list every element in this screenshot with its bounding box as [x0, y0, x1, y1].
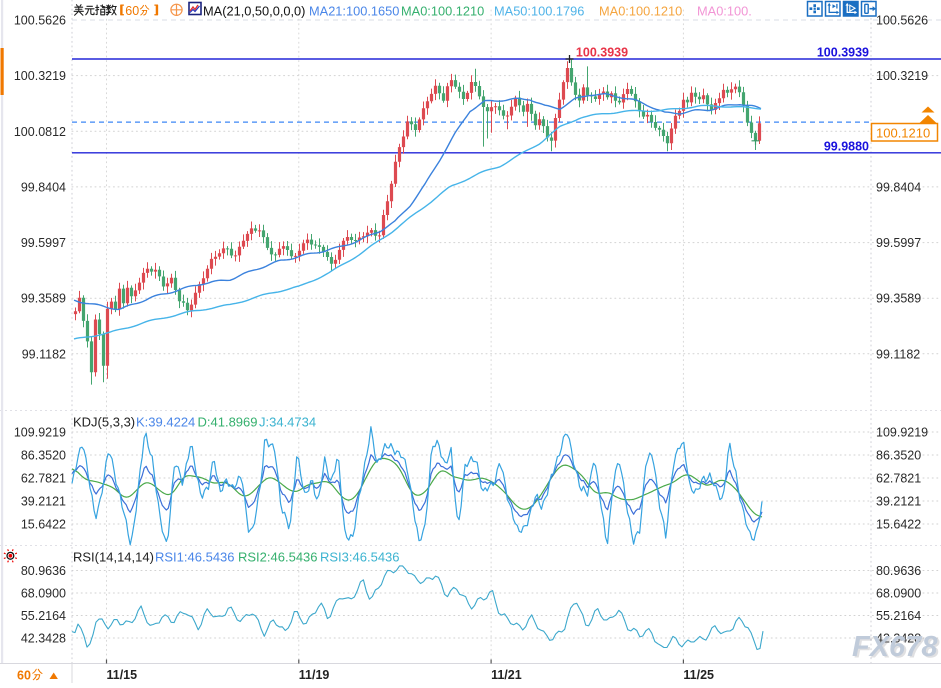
svg-text:MA0:100.1210: MA0:100.1210 — [599, 4, 682, 19]
svg-text:60: 60 — [17, 669, 31, 683]
svg-text:100.3219: 100.3219 — [876, 69, 928, 83]
svg-text:100.0812: 100.0812 — [14, 125, 66, 139]
svg-text:100.3939: 100.3939 — [817, 46, 869, 60]
svg-text:MA50:100.1796: MA50:100.1796 — [494, 4, 584, 19]
svg-text:99.5997: 99.5997 — [21, 236, 66, 250]
svg-text:99.8404: 99.8404 — [876, 180, 921, 194]
svg-text:MA21:100.1650: MA21:100.1650 — [309, 4, 399, 19]
svg-text:J:34.4734: J:34.4734 — [259, 415, 316, 430]
svg-text:100.1210: 100.1210 — [876, 126, 930, 141]
svg-text:MA0:100.1210: MA0:100.1210 — [401, 4, 484, 19]
svg-text:42.3428: 42.3428 — [21, 632, 66, 646]
svg-text:80.9636: 80.9636 — [21, 564, 66, 578]
svg-text:99.8404: 99.8404 — [21, 180, 66, 194]
svg-text:FX678: FX678 — [854, 633, 940, 665]
svg-text:99.3589: 99.3589 — [21, 292, 66, 306]
svg-text:11/21: 11/21 — [491, 668, 522, 682]
svg-text:11/19: 11/19 — [299, 668, 330, 682]
svg-text:100.3219: 100.3219 — [14, 69, 66, 83]
svg-text:15.6422: 15.6422 — [876, 518, 921, 532]
svg-text:62.7821: 62.7821 — [876, 472, 921, 486]
svg-text:15.6422: 15.6422 — [21, 518, 66, 532]
svg-text:11/25: 11/25 — [683, 668, 714, 682]
svg-text:109.9219: 109.9219 — [14, 426, 66, 440]
svg-text:100.5626: 100.5626 — [14, 14, 66, 28]
svg-text:39.2121: 39.2121 — [21, 495, 66, 509]
svg-text:FX678: FX678 — [852, 631, 938, 663]
svg-text:99.1182: 99.1182 — [876, 347, 920, 361]
svg-text:11/15: 11/15 — [107, 668, 138, 682]
svg-text:86.3520: 86.3520 — [876, 449, 921, 463]
svg-text:80.9636: 80.9636 — [876, 564, 921, 578]
svg-text:55.2164: 55.2164 — [876, 609, 921, 623]
svg-text:99.5997: 99.5997 — [876, 236, 921, 250]
svg-text:K:39.4224: K:39.4224 — [136, 415, 195, 430]
svg-text:42.3428: 42.3428 — [876, 632, 921, 646]
svg-text:99.9880: 99.9880 — [824, 140, 869, 154]
svg-text:99.1182: 99.1182 — [22, 347, 66, 361]
svg-text:68.0900: 68.0900 — [21, 587, 66, 601]
svg-text:109.9219: 109.9219 — [876, 426, 928, 440]
svg-text:68.0900: 68.0900 — [876, 587, 921, 601]
svg-text:86.3520: 86.3520 — [21, 449, 66, 463]
svg-text:RSI3:46.5436: RSI3:46.5436 — [320, 550, 400, 565]
svg-text:55.2164: 55.2164 — [21, 609, 66, 623]
svg-text:MA0:100.: MA0:100. — [697, 4, 752, 19]
svg-text:99.3589: 99.3589 — [876, 292, 921, 306]
svg-text:100.5626: 100.5626 — [876, 14, 928, 28]
svg-text:RSI2:46.5436: RSI2:46.5436 — [238, 550, 318, 565]
svg-text:60: 60 — [125, 4, 139, 18]
svg-text:62.7821: 62.7821 — [21, 472, 66, 486]
svg-text:100.3939: 100.3939 — [576, 46, 628, 60]
svg-text:D:41.8969: D:41.8969 — [198, 415, 258, 430]
svg-text:RSI1:46.5436: RSI1:46.5436 — [155, 550, 235, 565]
svg-text:39.2121: 39.2121 — [876, 495, 921, 509]
svg-text:KDJ(5,3,3): KDJ(5,3,3) — [73, 415, 135, 430]
svg-text:MA(21,0,50,0,0,0): MA(21,0,50,0,0,0) — [203, 4, 305, 19]
svg-text:RSI(14,14,14): RSI(14,14,14) — [73, 550, 154, 565]
